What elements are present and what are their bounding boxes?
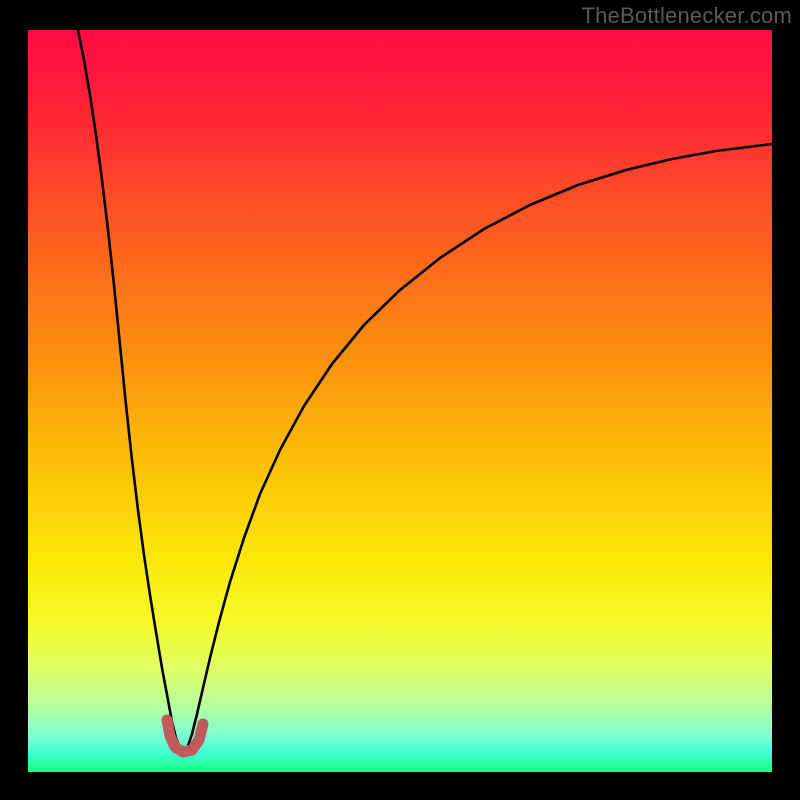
figure-root: TheBottlenecker.com: [0, 0, 800, 800]
plot-background: [28, 30, 772, 772]
bottleneck-plot: [0, 0, 800, 800]
